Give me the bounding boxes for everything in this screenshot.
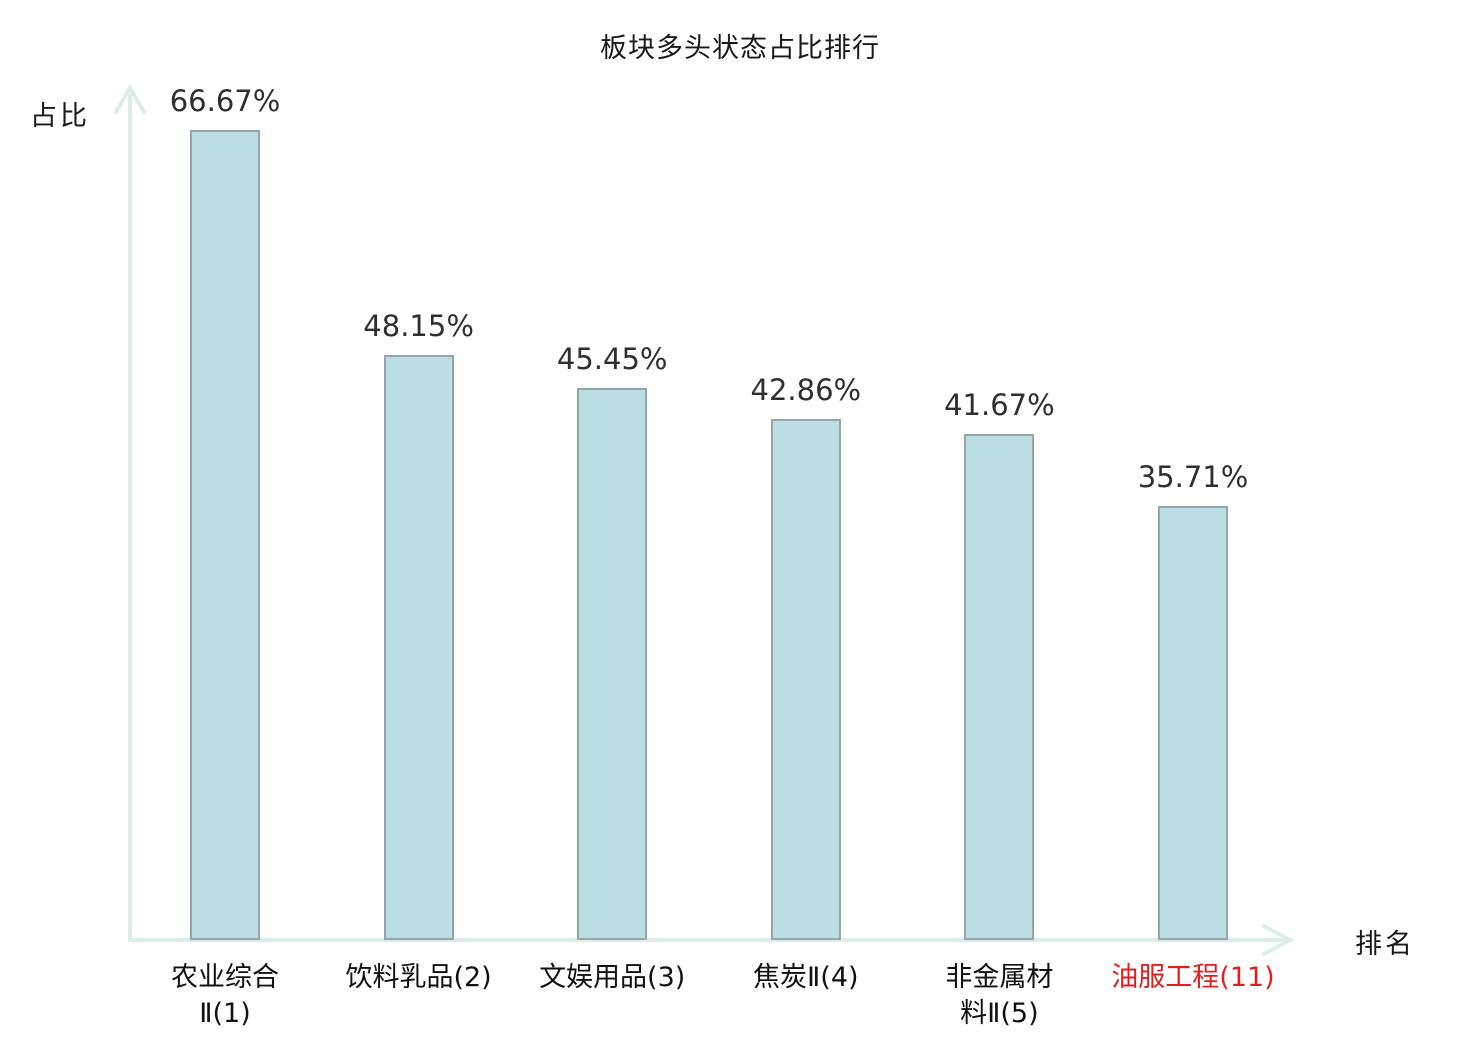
category-label: 农业综合 Ⅱ(1) [171, 962, 279, 1029]
bar-value-label: 66.67% [169, 84, 281, 118]
bar-value-label: 42.86% [750, 373, 862, 407]
bar [190, 130, 260, 940]
x-axis-label: 排名 [1355, 929, 1415, 960]
bar [383, 355, 454, 940]
bar [770, 419, 841, 940]
category-label: 油服工程(11) [1111, 962, 1275, 993]
chart-title: 板块多头状态占比排行 [600, 33, 880, 64]
category-label: 非金属材 料Ⅱ(5) [945, 962, 1054, 1029]
x-axis-arrow-icon [1262, 924, 1295, 956]
category-label: 焦炭Ⅱ(4) [753, 962, 859, 993]
bar-value-label: 45.45% [556, 342, 668, 376]
bar [577, 388, 648, 940]
bar [1158, 506, 1228, 940]
y-axis-label: 占比 [30, 101, 90, 132]
y-axis-arrow-icon [114, 84, 146, 114]
bar [964, 434, 1035, 940]
category-label: 文娱用品(3) [539, 962, 686, 993]
bar-value-label: 48.15% [363, 309, 474, 343]
bar-value-label: 41.67% [944, 388, 1055, 422]
category-label: 饮料乳品(2) [345, 962, 492, 993]
bar-value-label: 35.71% [1137, 460, 1249, 494]
